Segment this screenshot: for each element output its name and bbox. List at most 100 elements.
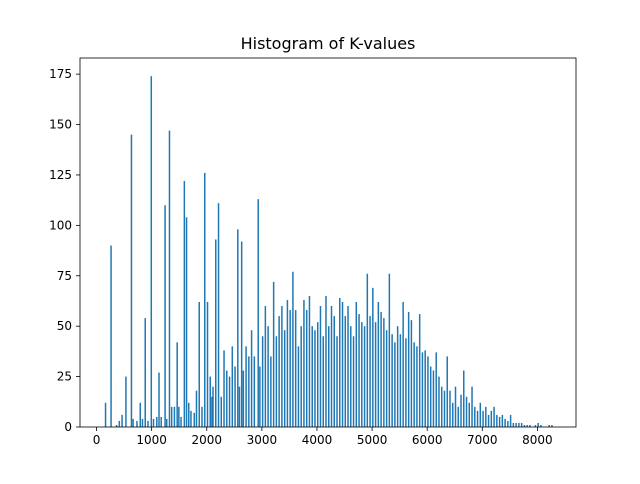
histogram-bar xyxy=(465,396,468,427)
histogram-bar xyxy=(501,414,504,427)
histogram-bar xyxy=(405,338,407,427)
histogram-bar xyxy=(446,356,448,427)
histogram-bar xyxy=(158,372,160,427)
histogram-bar xyxy=(416,346,418,427)
x-tick-label: 2000 xyxy=(191,433,222,447)
histogram-bar xyxy=(150,76,153,428)
histogram-bar xyxy=(363,326,366,427)
histogram-bar xyxy=(215,239,217,427)
histogram-bar xyxy=(303,299,305,427)
histogram-bar xyxy=(534,424,537,427)
histogram-bar xyxy=(540,424,542,427)
histogram-bar xyxy=(529,424,531,427)
histogram-bar xyxy=(496,414,498,427)
y-tick-label: 125 xyxy=(49,168,72,182)
histogram-bar xyxy=(377,301,380,427)
histogram-bar xyxy=(512,422,515,427)
histogram-bar xyxy=(292,271,294,427)
histogram-bar xyxy=(283,330,286,427)
histogram-bar xyxy=(237,229,239,427)
histogram-bar xyxy=(548,424,550,427)
histogram-bar xyxy=(156,416,158,427)
histogram-bar xyxy=(435,352,437,427)
y-tick-label: 25 xyxy=(57,370,72,384)
histogram-bar xyxy=(413,342,415,427)
histogram-bar xyxy=(402,301,404,427)
x-tick-label: 3000 xyxy=(247,433,278,447)
histogram-bar xyxy=(185,217,188,427)
histogram-bar xyxy=(328,326,330,427)
histogram-bar xyxy=(289,310,291,427)
histogram-bar xyxy=(498,416,501,427)
histogram-bar xyxy=(523,424,526,427)
histogram-bar xyxy=(223,350,225,427)
histogram-bar xyxy=(394,342,396,427)
histogram-bar xyxy=(125,376,127,427)
histogram-bar xyxy=(144,318,146,427)
histogram-bar xyxy=(170,406,173,427)
histogram-bar xyxy=(132,418,134,427)
y-tick-label: 100 xyxy=(49,218,72,232)
histogram-bar xyxy=(160,416,162,427)
histogram-bar xyxy=(206,301,209,427)
histogram-bar xyxy=(130,134,133,427)
histogram-bar xyxy=(518,422,520,427)
histogram-bar xyxy=(248,356,250,427)
histogram-bar xyxy=(250,330,253,427)
histogram-bar xyxy=(372,287,374,427)
histogram-bar xyxy=(242,370,245,427)
histogram-bar xyxy=(424,350,426,427)
histogram-bar xyxy=(316,322,319,427)
histogram-bar xyxy=(297,346,300,427)
histogram-bar xyxy=(322,336,324,427)
histogram-bar xyxy=(479,402,482,427)
histogram-bar xyxy=(551,424,553,427)
x-tick-label: 8000 xyxy=(522,433,553,447)
histogram-bar xyxy=(173,406,176,427)
histogram-bar xyxy=(457,406,459,427)
histogram-bar xyxy=(253,356,256,427)
histogram-bar xyxy=(176,342,178,427)
y-tick-label: 150 xyxy=(49,118,72,132)
y-tick-label: 175 xyxy=(49,67,72,81)
y-axis: 0 25 50 75 100 125 150 175 xyxy=(49,67,80,434)
histogram-bar xyxy=(238,386,241,427)
histogram-bar xyxy=(339,297,341,427)
histogram-bar xyxy=(220,396,223,427)
histogram-bar xyxy=(391,334,393,427)
histogram-bar xyxy=(341,301,344,427)
histogram-bar xyxy=(366,273,369,427)
histogram-bar xyxy=(369,316,371,427)
histogram-bar xyxy=(110,245,112,427)
histogram-bar xyxy=(490,410,493,427)
histogram-bar xyxy=(228,376,231,427)
histogram-bar xyxy=(485,406,487,427)
x-tick-label: 7000 xyxy=(467,433,498,447)
histogram-bar xyxy=(421,352,424,427)
histogram-bar xyxy=(438,376,440,427)
histogram-bar xyxy=(168,130,171,427)
histogram-bar xyxy=(440,386,443,427)
histogram-bar xyxy=(427,356,429,427)
histogram-bar xyxy=(204,172,206,427)
x-tick-label: 0 xyxy=(93,433,101,447)
histogram-bar xyxy=(141,418,144,427)
histogram-bar xyxy=(443,390,446,427)
histogram-bar xyxy=(325,295,327,427)
histogram-bar xyxy=(261,336,264,427)
histogram-bar xyxy=(209,376,211,427)
histogram-bar xyxy=(257,199,259,427)
histogram-bar xyxy=(201,406,203,427)
histogram-bar xyxy=(330,306,333,427)
histogram-bar xyxy=(407,312,410,427)
histogram-bar xyxy=(234,366,236,427)
histogram-bar xyxy=(344,316,347,427)
histogram-bar xyxy=(509,414,512,427)
x-tick-label: 6000 xyxy=(412,433,443,447)
histogram-bar xyxy=(468,402,471,427)
histogram-bar xyxy=(355,301,358,427)
histogram-bar xyxy=(460,394,462,427)
histogram-bar xyxy=(526,424,528,427)
histogram-bar xyxy=(487,414,490,427)
